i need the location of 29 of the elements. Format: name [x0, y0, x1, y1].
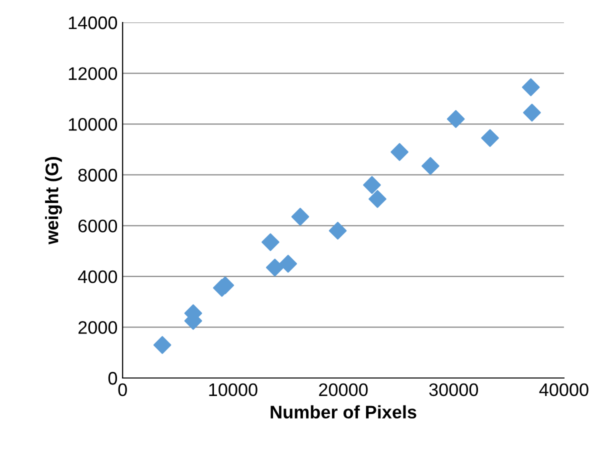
point: [291, 208, 310, 226]
y-axis-title: weight (G): [45, 157, 62, 244]
point: [522, 78, 540, 96]
x-tick-label: 20000: [319, 383, 368, 396]
y-tick-label: 12000: [68, 67, 118, 80]
y-tick-label: 2000: [78, 321, 118, 334]
y-tick-label: 10000: [68, 118, 118, 131]
point: [262, 233, 280, 252]
y-tick-label: 0: [108, 372, 118, 385]
y-tick-label: 8000: [78, 168, 118, 182]
point: [481, 129, 499, 147]
point: [153, 336, 172, 354]
y-tick-label: 14000: [68, 16, 118, 30]
point: [363, 176, 381, 194]
point: [422, 157, 440, 175]
x-tick-label: 30000: [429, 383, 478, 396]
point: [266, 258, 284, 276]
point: [328, 222, 347, 240]
point: [446, 110, 465, 128]
x-tick-label: 40000: [539, 383, 588, 396]
y-tick-label: 4000: [78, 270, 118, 284]
point: [279, 254, 298, 273]
x-tick-label: 0: [118, 383, 127, 396]
point: [390, 143, 408, 161]
x-tick-label: 10000: [209, 383, 258, 396]
y-tick-label: 6000: [78, 220, 118, 232]
point: [368, 190, 386, 208]
x-axis-title: Number of Pixels: [270, 405, 416, 419]
point: [523, 104, 541, 122]
